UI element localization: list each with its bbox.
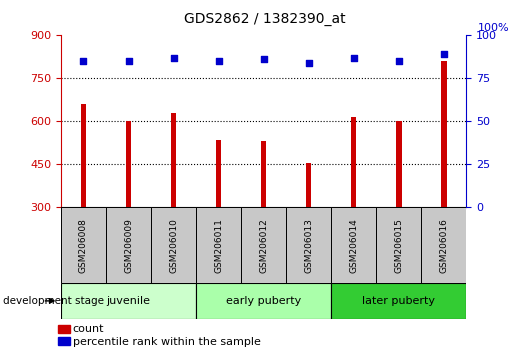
Point bbox=[169, 55, 178, 61]
Text: GSM206010: GSM206010 bbox=[169, 218, 178, 273]
Point bbox=[124, 58, 132, 64]
Text: juvenile: juvenile bbox=[107, 296, 151, 306]
Text: percentile rank within the sample: percentile rank within the sample bbox=[73, 337, 260, 347]
Text: GSM206008: GSM206008 bbox=[79, 218, 88, 273]
Bar bbox=[196, 207, 241, 283]
Bar bbox=[241, 207, 286, 283]
Text: GSM206015: GSM206015 bbox=[394, 218, 403, 273]
Bar bbox=[61, 207, 106, 283]
Text: GSM206016: GSM206016 bbox=[439, 218, 448, 273]
Bar bbox=[151, 207, 196, 283]
Bar bbox=[261, 141, 267, 207]
Text: GSM206011: GSM206011 bbox=[214, 218, 223, 273]
Bar bbox=[171, 113, 176, 207]
Bar bbox=[421, 207, 466, 283]
Point bbox=[394, 58, 403, 64]
Bar bbox=[126, 121, 131, 207]
Point bbox=[80, 58, 88, 64]
Text: count: count bbox=[73, 324, 104, 334]
Text: GSM206012: GSM206012 bbox=[259, 218, 268, 273]
Bar bbox=[196, 283, 331, 319]
Point bbox=[259, 57, 268, 62]
Point bbox=[214, 58, 223, 64]
Text: GSM206013: GSM206013 bbox=[304, 218, 313, 273]
Bar bbox=[61, 283, 196, 319]
Point bbox=[304, 60, 313, 66]
Point bbox=[440, 51, 448, 57]
Text: GDS2862 / 1382390_at: GDS2862 / 1382390_at bbox=[184, 12, 346, 27]
Text: early puberty: early puberty bbox=[226, 296, 301, 306]
Bar bbox=[441, 61, 447, 207]
Bar bbox=[216, 140, 222, 207]
Bar bbox=[106, 207, 151, 283]
Bar bbox=[331, 207, 376, 283]
Bar bbox=[376, 207, 421, 283]
Point bbox=[350, 55, 358, 61]
Text: 100%: 100% bbox=[478, 23, 509, 33]
Text: GSM206009: GSM206009 bbox=[124, 218, 133, 273]
Bar bbox=[351, 117, 357, 207]
Text: later puberty: later puberty bbox=[363, 296, 435, 306]
Text: development stage: development stage bbox=[3, 296, 104, 306]
Bar bbox=[306, 163, 312, 207]
Bar bbox=[81, 104, 86, 207]
Text: GSM206014: GSM206014 bbox=[349, 218, 358, 273]
Bar bbox=[331, 283, 466, 319]
Bar bbox=[396, 121, 402, 207]
Bar bbox=[286, 207, 331, 283]
